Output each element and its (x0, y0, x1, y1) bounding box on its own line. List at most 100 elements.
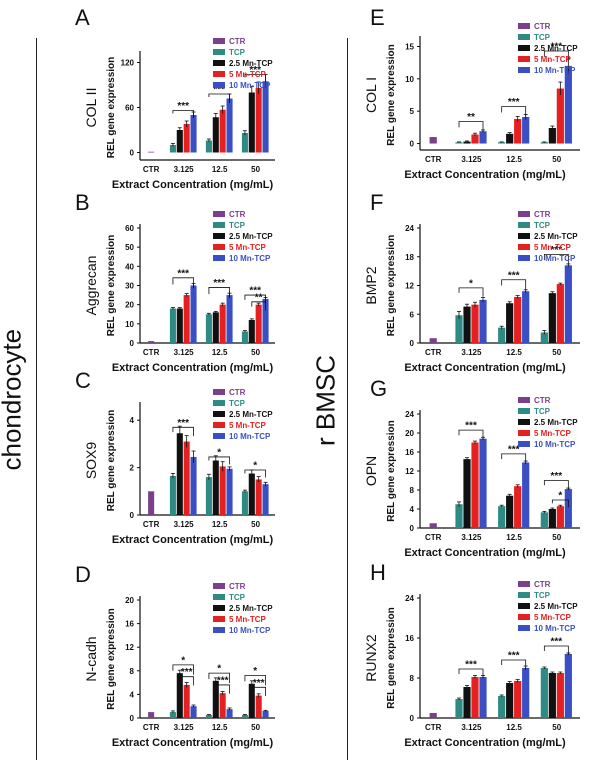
panel-f-sig-bracket (501, 279, 527, 290)
panel-a-bar-5-mn-tcp-0 (183, 124, 190, 153)
panel-b-sig-bracket (172, 277, 194, 289)
panel-b-legend-swatch-2.5-mn-tcp (213, 233, 225, 239)
panel-b-bar-2.5-mn-tcp-0 (176, 308, 183, 343)
panel-g-legend-label: TCP (534, 407, 551, 416)
panel-e-bar-5-mn-tcp-0 (471, 134, 479, 144)
panel-e-bar-10-mn-tcp-0 (479, 131, 487, 144)
panel-g-legend-swatch-tcp (518, 408, 530, 414)
panel-h-bar-2.5-mn-tcp-2 (548, 673, 556, 718)
panel-d-xtick-label: 3.125 (174, 723, 195, 732)
panel-a-bar-tcp-2 (241, 133, 248, 153)
panel-h-ytick-label: 16 (405, 634, 414, 643)
panel-b-legend-swatch-10-mn-tcp (213, 255, 225, 261)
panel-c-bar-10-mn-tcp-1 (226, 468, 233, 515)
panel-g-ylabel: REL gene expression (386, 420, 397, 522)
panel-d-ytick-label: 0 (130, 714, 135, 723)
panel-f-xtick-ctr: CTR (425, 348, 442, 357)
panel-b-ytick-label: 50 (125, 243, 134, 252)
panel-h-sig-bracket (458, 668, 484, 678)
panel-f-bar-10-mn-tcp-1 (522, 291, 530, 343)
panel-a-sig-bracket (172, 110, 194, 118)
panel-a-ytick-label: 60 (125, 104, 134, 113)
panel-a-legend-label: CTR (229, 37, 246, 46)
panel-g-ytick-label: 16 (405, 448, 414, 457)
panel-e-legend-swatch-ctr (518, 23, 530, 29)
panel-e-bar-10-mn-tcp-1 (522, 117, 530, 144)
panel-e-bar-2.5-mn-tcp-2 (548, 128, 556, 144)
panel-g-xtick-label: 12.5 (506, 533, 522, 542)
panel-h-legend-swatch-10-mn-tcp (518, 625, 530, 631)
panel-c-legend-swatch-10-mn-tcp (213, 433, 225, 439)
panel-h-xtick-label: 12.5 (506, 723, 522, 732)
panel-e-bar-tcp-2 (540, 142, 548, 144)
panel-f-legend-swatch-10-mn-tcp (518, 255, 530, 261)
panel-d-legend-label: 2.5 Mn-TCP (229, 604, 273, 613)
panel-f-xtick-label: 12.5 (506, 348, 522, 357)
panel-e-legend-label: 10 Mn-TCP (534, 66, 576, 75)
panel-c-ytick-label: 2 (130, 464, 135, 473)
panel-f-legend-label: 10 Mn-TCP (534, 254, 576, 263)
panel-b-bar-tcp-0 (169, 308, 176, 343)
panel-c-bar-2.5-mn-tcp-0 (176, 433, 183, 515)
panel-b-bar-5-mn-tcp-1 (219, 304, 226, 343)
panel-d-legend-label: 10 Mn-TCP (229, 626, 271, 635)
panel-g-bar-2.5-mn-tcp-1 (506, 495, 514, 528)
panel-c-bar-tcp-1 (205, 477, 212, 515)
panel-g-sig-label: *** (508, 444, 520, 455)
panel-f-bar-2.5-mn-tcp-0 (463, 306, 471, 343)
panel-f-xtick-label: 3.125 (461, 348, 482, 357)
panel-h-ytick-label: 8 (410, 674, 415, 683)
panel-c-bar-ctr (148, 491, 155, 515)
panel-g-sig-bracket (501, 453, 527, 464)
panel-h-bar-5-mn-tcp-2 (556, 673, 564, 718)
panel-g-bar-tcp-1 (498, 506, 506, 528)
panel-c-sig-bracket (208, 456, 230, 465)
panel-a-xtick-label: 12.5 (212, 165, 228, 174)
panel-e-gene-label: COL I (363, 77, 379, 113)
panel-d-letter: D (75, 562, 91, 587)
panel-f-ytick-label: 18 (405, 253, 414, 262)
panel-h-legend-label: CTR (534, 580, 551, 589)
panel-b-xtick-label: 50 (251, 348, 260, 357)
panel-h-bar-10-mn-tcp-1 (522, 668, 530, 718)
panel-h-bar-2.5-mn-tcp-0 (463, 687, 471, 718)
panel-b-sig-label: ** (255, 292, 263, 303)
panel-a-xtick-label: 3.125 (174, 165, 195, 174)
panel-h-legend-swatch-5-mn-tcp (518, 614, 530, 620)
panel-d-legend-label: 5 Mn-TCP (229, 615, 267, 624)
panel-b-bar-ctr (148, 341, 155, 343)
panel-d-bar-ctr (148, 712, 155, 718)
panel-d-legend-swatch-10-mn-tcp (213, 627, 225, 633)
panel-h-legend-label: 5 Mn-TCP (534, 613, 572, 622)
panel-c-legend-label: TCP (229, 399, 246, 408)
panel-g-legend-swatch-5-mn-tcp (518, 430, 530, 436)
panel-g-sig-label: * (558, 490, 562, 501)
panel-c-gene-label: SOX9 (83, 442, 99, 480)
panel-g-legend-swatch-10-mn-tcp (518, 441, 530, 447)
panel-f-sig-label: *** (508, 270, 520, 281)
panel-f-sig-bracket (458, 287, 484, 297)
panel-h-ylabel: REL gene expression (386, 607, 397, 709)
panel-b-legend-swatch-ctr (213, 211, 225, 217)
panel-d-gene-label: N-cadh (83, 636, 99, 681)
panel-h-xtick-label: 50 (552, 723, 561, 732)
panel-e-sig-label: *** (508, 97, 520, 108)
panel-d-sig-label: *** (253, 678, 265, 689)
panel-c-bar-2.5-mn-tcp-2 (248, 473, 255, 515)
panel-b-sig-bracket (251, 301, 266, 311)
panel-h-sig-label: *** (508, 651, 520, 662)
section-label-rbmsc: r BMSC (310, 355, 341, 446)
panel-g-legend-label: 10 Mn-TCP (534, 440, 576, 449)
panel-g-gene-label: OPN (363, 456, 379, 486)
panel-f-bar-tcp-2 (540, 332, 548, 343)
panel-b-bar-5-mn-tcp-2 (255, 304, 262, 343)
panel-c-bar-tcp-2 (241, 491, 248, 515)
panel-f-legend-swatch-tcp (518, 222, 530, 228)
panel-b-sig-label: *** (249, 286, 261, 297)
panel-h-letter: H (370, 560, 386, 585)
panel-h-gene-label: RUNX2 (363, 634, 379, 682)
panel-b-bar-2.5-mn-tcp-2 (248, 320, 255, 343)
panel-f-xlabel: Extract Concentration (mg/mL) (404, 362, 566, 374)
panel-h-sig-bracket (543, 645, 569, 655)
panel-a-legend-swatch-tcp (213, 49, 225, 55)
